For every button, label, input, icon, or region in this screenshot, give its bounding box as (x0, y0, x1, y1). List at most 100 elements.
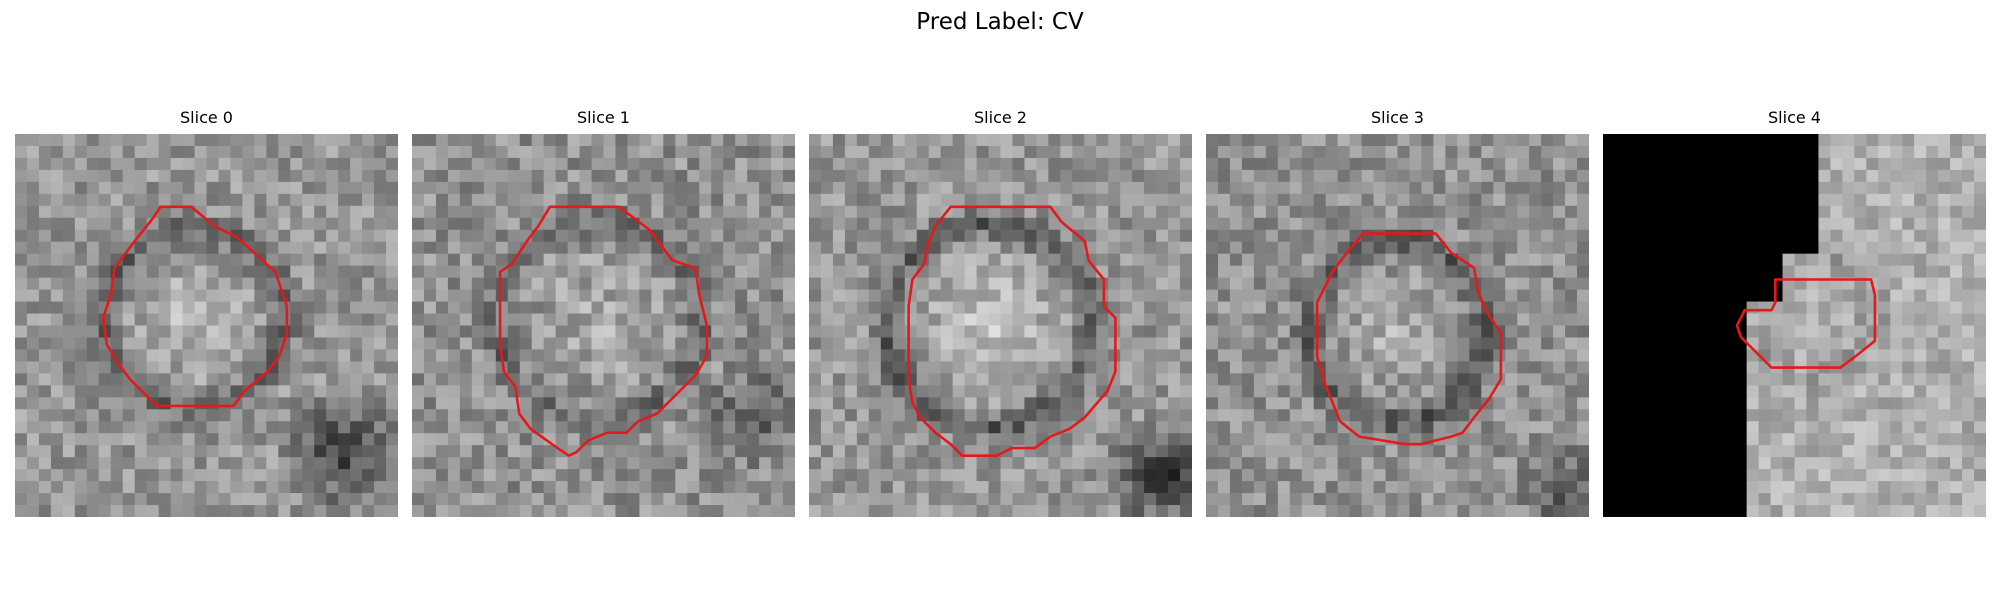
pixel (699, 421, 712, 434)
pixel (1385, 493, 1398, 506)
pixel (603, 505, 616, 517)
pixel (1926, 145, 1939, 159)
pixel (1818, 181, 1831, 195)
pixel (302, 205, 315, 219)
pixel (386, 361, 398, 374)
pixel (182, 421, 195, 434)
pixel (1710, 229, 1724, 243)
pixel (531, 373, 545, 386)
pixel (940, 277, 954, 290)
pixel (1662, 265, 1676, 279)
pixel (783, 301, 795, 314)
pixel (134, 217, 148, 231)
pixel (663, 481, 676, 494)
pixel (326, 457, 339, 470)
pixel (350, 433, 363, 446)
pixel (1084, 385, 1097, 398)
pixel (868, 157, 882, 171)
pixel (1084, 397, 1097, 410)
pixel (531, 181, 545, 195)
pixel (412, 493, 425, 506)
pixel (98, 229, 112, 243)
pixel (1349, 493, 1362, 506)
pixel (1674, 193, 1688, 207)
pixel (435, 397, 449, 410)
pixel (675, 301, 688, 314)
pixel (278, 325, 291, 338)
pixel (230, 265, 243, 279)
pixel (1313, 145, 1327, 159)
pixel (98, 205, 112, 219)
pixel (976, 457, 989, 470)
pixel (1974, 193, 1986, 207)
pixel (26, 445, 40, 458)
pixel (856, 373, 870, 386)
pixel (459, 289, 473, 302)
pixel (1565, 325, 1578, 338)
pixel (1674, 241, 1688, 255)
pixel (916, 301, 930, 314)
pixel (386, 337, 398, 350)
pixel (940, 325, 954, 338)
pixel (134, 193, 148, 207)
pixel (1433, 134, 1446, 147)
pixel (447, 229, 461, 243)
pixel (15, 397, 28, 410)
pixel (904, 349, 918, 362)
pixel (1156, 181, 1169, 195)
pixel (1565, 505, 1578, 517)
pixel (1577, 457, 1589, 470)
pixel (892, 409, 906, 422)
pixel (627, 169, 640, 183)
pixel (1902, 433, 1915, 446)
pixel (1277, 505, 1291, 517)
pixel (880, 301, 894, 314)
pixel (338, 181, 351, 195)
pixel (1144, 169, 1157, 183)
pixel (1048, 181, 1061, 195)
pixel (1409, 205, 1422, 219)
pixel (447, 325, 461, 338)
pixel (362, 157, 375, 171)
pixel (1541, 134, 1554, 147)
pixel (832, 349, 846, 362)
pixel (1060, 241, 1073, 255)
pixel (1168, 169, 1181, 183)
pixel (1565, 493, 1578, 506)
pixel (170, 265, 183, 279)
pixel (675, 265, 688, 279)
pixel (615, 505, 628, 517)
pixel (218, 193, 231, 207)
pixel (1529, 421, 1542, 434)
pixel (1662, 301, 1676, 314)
pixel (687, 157, 700, 171)
pixel (194, 385, 207, 398)
pixel (1120, 217, 1133, 231)
pixel (820, 457, 834, 470)
pixel (699, 241, 712, 255)
pixel (1241, 337, 1255, 350)
pixel (206, 134, 219, 147)
pixel (976, 229, 989, 243)
pixel (1662, 373, 1676, 386)
pixel (38, 361, 52, 374)
pixel (771, 157, 784, 171)
pixel (1842, 181, 1855, 195)
pixel (15, 169, 28, 183)
pixel (495, 325, 509, 338)
pixel (832, 253, 846, 267)
pixel (483, 301, 497, 314)
pixel (759, 313, 772, 326)
pixel (1409, 445, 1422, 458)
pixel (158, 157, 171, 171)
pixel (362, 481, 375, 494)
pixel (182, 481, 195, 494)
pixel (158, 193, 171, 207)
pixel (1253, 301, 1267, 314)
pixel (1722, 301, 1736, 314)
pixel (38, 349, 52, 362)
pixel (1818, 193, 1831, 207)
pixel (1818, 265, 1831, 279)
pixel (904, 169, 918, 183)
pixel (675, 217, 688, 231)
